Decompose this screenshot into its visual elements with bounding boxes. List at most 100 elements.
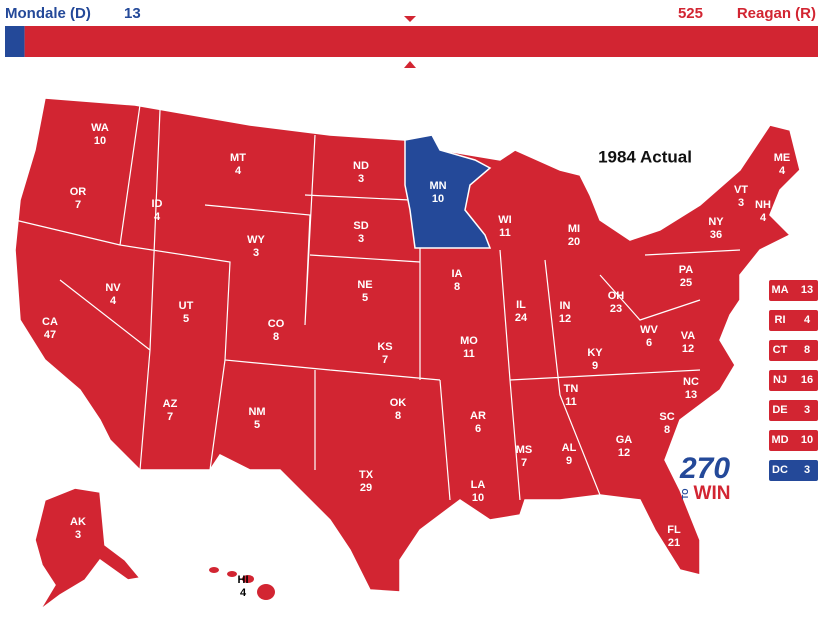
small-state-box (769, 340, 818, 361)
state-borders (14, 104, 741, 501)
state-abbr: AK (70, 516, 86, 528)
state-abbr: VT (734, 184, 748, 196)
state-votes: 3 (358, 173, 364, 185)
state-abbr: TN (564, 383, 579, 395)
small-state-votes: 4 (804, 314, 811, 326)
state-votes: 11 (565, 396, 577, 408)
state-votes: 12 (559, 313, 571, 325)
state-votes: 5 (183, 313, 189, 325)
state-abbr: SD (353, 220, 368, 232)
state-votes: 4 (235, 165, 242, 177)
state-abbr: CO (268, 318, 285, 330)
state-votes: 3 (358, 233, 364, 245)
small-state-box (769, 310, 818, 331)
small-state-votes: 3 (804, 464, 810, 476)
state-abbr: AR (470, 410, 486, 422)
state-votes: 3 (738, 197, 744, 209)
state-votes: 7 (521, 457, 527, 469)
state-abbr: VA (681, 330, 696, 342)
state-abbr: NY (708, 216, 724, 228)
logo-number: 270 (679, 452, 730, 485)
state-abbr: MI (568, 223, 580, 235)
state-votes: 10 (432, 193, 444, 205)
state-abbr: PA (679, 264, 694, 276)
small-state-abbr: RI (775, 314, 786, 326)
dem-bar (5, 26, 25, 57)
state-votes: 23 (610, 303, 622, 315)
state-votes: 10 (472, 492, 484, 504)
logo-win: WIN (694, 483, 731, 504)
rep-bar (24, 26, 819, 57)
state-abbr: NM (248, 406, 265, 418)
dem-name: Mondale (D) (5, 5, 91, 22)
state-abbr: IN (560, 300, 571, 312)
dem-votes: 13 (124, 5, 141, 22)
minnesota (404, 134, 492, 249)
state-abbr: LA (471, 479, 486, 491)
small-state-votes: 16 (801, 374, 813, 386)
state-abbr: WA (91, 122, 109, 134)
small-state-votes: 10 (801, 434, 813, 446)
midpoint-marker (404, 61, 416, 68)
state-abbr: FL (667, 524, 681, 536)
state-votes: 5 (362, 292, 368, 304)
state-votes: 7 (382, 354, 388, 366)
state-abbr: UT (179, 300, 194, 312)
state-votes: 20 (568, 236, 580, 248)
state-abbr: IL (516, 299, 526, 311)
state-abbr: MS (516, 444, 533, 456)
state-abbr: MN (429, 180, 446, 192)
small-state-abbr: NJ (773, 374, 787, 386)
state-abbr: NE (357, 279, 372, 291)
small-state-abbr: CT (773, 344, 788, 356)
small-state-box (769, 400, 818, 421)
state-abbr: NH (755, 199, 771, 211)
state-votes: 9 (592, 360, 598, 372)
state-votes: 8 (664, 424, 670, 436)
state-abbr: GA (616, 434, 633, 446)
state-votes: 4 (760, 212, 767, 224)
state-abbr: OR (70, 186, 87, 198)
state-abbr: ND (353, 160, 369, 172)
state-votes: 8 (395, 410, 401, 422)
state-abbr: MO (460, 335, 478, 347)
state-votes: 29 (360, 482, 372, 494)
state-votes: 12 (618, 447, 630, 459)
state-votes: 6 (475, 423, 481, 435)
small-state-abbr: MA (771, 284, 788, 296)
small-state-box (769, 280, 818, 301)
state-votes: 4 (110, 295, 117, 307)
state-votes: 8 (273, 331, 279, 343)
state-votes: 36 (710, 229, 722, 241)
state-abbr: KY (587, 347, 603, 359)
state-votes: 4 (240, 587, 247, 599)
state-abbr: CA (42, 316, 58, 328)
state-votes: 9 (566, 455, 572, 467)
state-abbr: OK (390, 397, 407, 409)
alaska (34, 487, 142, 611)
state-abbr: TX (359, 469, 374, 481)
state-votes: 25 (680, 277, 692, 289)
state-votes: 10 (94, 135, 106, 147)
state-abbr: WY (247, 234, 265, 246)
state-votes: 13 (685, 389, 697, 401)
state-votes: 11 (499, 227, 511, 239)
small-state-box (769, 460, 818, 481)
state-votes: 7 (167, 411, 173, 423)
continental-us (14, 97, 801, 593)
hawaii (209, 567, 275, 600)
state-votes: 12 (682, 343, 694, 355)
small-state-votes: 3 (804, 404, 810, 416)
state-abbr: NV (105, 282, 121, 294)
state-votes: 4 (154, 211, 161, 223)
state-votes: 8 (454, 281, 460, 293)
state-abbr: NC (683, 376, 699, 388)
state-votes: 11 (463, 348, 475, 360)
map-title: 1984 Actual (598, 147, 692, 166)
state-abbr: HI (238, 574, 249, 586)
state-abbr: ME (774, 152, 791, 164)
small-state-box (769, 430, 818, 451)
state-abbr: OH (608, 290, 625, 302)
map-shapes (14, 97, 801, 611)
